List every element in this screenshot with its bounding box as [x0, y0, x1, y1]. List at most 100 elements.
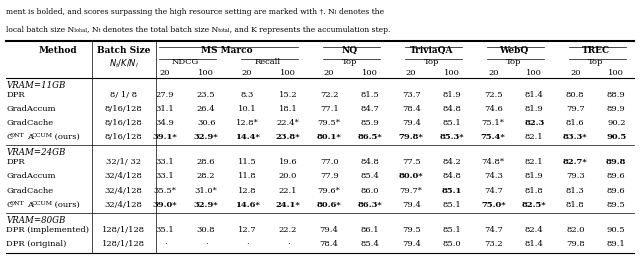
Text: 79.4: 79.4 — [320, 226, 339, 234]
Text: 77.1: 77.1 — [320, 105, 339, 113]
Text: 100: 100 — [609, 69, 624, 77]
Text: ·: · — [164, 240, 166, 248]
Text: 85.1: 85.1 — [443, 226, 461, 234]
Text: ·: · — [205, 240, 207, 248]
Text: CCUM: CCUM — [31, 201, 52, 206]
Text: 90.5: 90.5 — [607, 226, 626, 234]
Text: 89.5: 89.5 — [607, 201, 626, 209]
Text: 12.8: 12.8 — [238, 187, 257, 195]
Text: 81.8: 81.8 — [525, 187, 543, 195]
Text: DPR: DPR — [6, 91, 25, 99]
Text: 24.1*: 24.1* — [276, 201, 301, 209]
Text: 8/16/128: 8/16/128 — [105, 105, 142, 113]
Text: 79.3: 79.3 — [566, 172, 585, 181]
Text: 86.3*: 86.3* — [358, 201, 383, 209]
Text: A: A — [28, 201, 33, 209]
Text: 79.5*: 79.5* — [317, 119, 340, 127]
Text: 32/4/128: 32/4/128 — [104, 172, 143, 181]
Text: 74.7: 74.7 — [484, 226, 502, 234]
Text: 10.1: 10.1 — [238, 105, 257, 113]
Text: NQ: NQ — [342, 46, 358, 55]
Text: 81.9: 81.9 — [443, 91, 461, 99]
Text: 8/16/128: 8/16/128 — [105, 119, 142, 127]
Text: 78.4: 78.4 — [402, 105, 420, 113]
Text: 15.2: 15.2 — [279, 91, 298, 99]
Text: 19.6: 19.6 — [279, 158, 298, 166]
Text: 20: 20 — [242, 69, 252, 77]
Text: 77.9: 77.9 — [320, 172, 339, 181]
Text: 89.6: 89.6 — [607, 187, 626, 195]
Text: ment is bolded, and scores surpassing the high resource setting are marked with : ment is bolded, and scores surpassing th… — [6, 8, 385, 16]
Text: ONT: ONT — [10, 133, 24, 138]
Text: DPR (original): DPR (original) — [6, 240, 67, 248]
Text: 72.2: 72.2 — [320, 91, 339, 99]
Text: 80.6*: 80.6* — [317, 201, 342, 209]
Text: 128/1/128: 128/1/128 — [102, 226, 145, 234]
Text: 81.6: 81.6 — [566, 119, 584, 127]
Text: 81.4: 81.4 — [525, 240, 544, 248]
Text: TREC: TREC — [582, 46, 610, 55]
Text: 85.1: 85.1 — [442, 187, 463, 195]
Text: Top: Top — [424, 58, 440, 66]
Text: 31.1: 31.1 — [156, 105, 175, 113]
Text: 79.6*: 79.6* — [317, 187, 340, 195]
Text: ONT: ONT — [10, 201, 24, 206]
Text: 12.8*: 12.8* — [236, 119, 259, 127]
Text: 90.5: 90.5 — [606, 133, 627, 141]
Text: VRAM=80GB: VRAM=80GB — [6, 216, 66, 225]
Text: 32/1/ 32: 32/1/ 32 — [106, 158, 141, 166]
Text: 28.6: 28.6 — [197, 158, 216, 166]
Text: 82.7*: 82.7* — [563, 158, 588, 166]
Text: 82.5*: 82.5* — [522, 201, 547, 209]
Text: 34.9: 34.9 — [156, 119, 175, 127]
Text: 85.0: 85.0 — [443, 240, 461, 248]
Text: 83.3*: 83.3* — [563, 133, 588, 141]
Text: 128/1/128: 128/1/128 — [102, 240, 145, 248]
Text: 22.4*: 22.4* — [276, 119, 300, 127]
Text: 18.1: 18.1 — [279, 105, 298, 113]
Text: 8.3: 8.3 — [241, 91, 254, 99]
Text: 20: 20 — [324, 69, 335, 77]
Text: 81.9: 81.9 — [525, 172, 543, 181]
Text: 85.1: 85.1 — [443, 201, 461, 209]
Text: 100: 100 — [444, 69, 460, 77]
Text: 75.4*: 75.4* — [481, 133, 506, 141]
Text: 11.5: 11.5 — [238, 158, 257, 166]
Text: 74.8*: 74.8* — [482, 158, 505, 166]
Text: 73.7: 73.7 — [402, 91, 420, 99]
Text: 79.8: 79.8 — [566, 240, 585, 248]
Text: 100: 100 — [198, 69, 214, 77]
Text: 74.6: 74.6 — [484, 105, 502, 113]
Text: 32/4/128: 32/4/128 — [104, 201, 143, 209]
Text: 75.0*: 75.0* — [481, 201, 506, 209]
Text: 82.1: 82.1 — [525, 133, 543, 141]
Text: 90.2: 90.2 — [607, 119, 625, 127]
Text: 81.8: 81.8 — [566, 201, 585, 209]
Text: Top: Top — [588, 58, 604, 66]
Text: 31.0*: 31.0* — [195, 187, 218, 195]
Text: A: A — [28, 133, 33, 141]
Text: 22.2: 22.2 — [279, 226, 298, 234]
Text: 20: 20 — [488, 69, 499, 77]
Text: 81.9: 81.9 — [525, 105, 543, 113]
Text: 74.7: 74.7 — [484, 187, 502, 195]
Text: 84.7: 84.7 — [361, 105, 380, 113]
Text: ·: · — [287, 240, 289, 248]
Text: 79.8*: 79.8* — [399, 133, 424, 141]
Text: 77.0: 77.0 — [320, 158, 339, 166]
Text: 82.0: 82.0 — [566, 226, 584, 234]
Text: 74.3: 74.3 — [484, 172, 502, 181]
Text: 80.0*: 80.0* — [399, 172, 424, 181]
Text: 8/ 1/ 8: 8/ 1/ 8 — [110, 91, 137, 99]
Text: 35.5*: 35.5* — [154, 187, 177, 195]
Text: 32.9*: 32.9* — [194, 201, 218, 209]
Text: 73.2: 73.2 — [484, 240, 502, 248]
Text: 84.2: 84.2 — [443, 158, 461, 166]
Text: 20: 20 — [406, 69, 417, 77]
Text: 80.1*: 80.1* — [317, 133, 342, 141]
Text: 85.1: 85.1 — [443, 119, 461, 127]
Text: VRAM=24GB: VRAM=24GB — [6, 148, 66, 157]
Text: 82.3: 82.3 — [524, 119, 545, 127]
Text: 81.4: 81.4 — [525, 91, 544, 99]
Text: 23.5: 23.5 — [197, 91, 216, 99]
